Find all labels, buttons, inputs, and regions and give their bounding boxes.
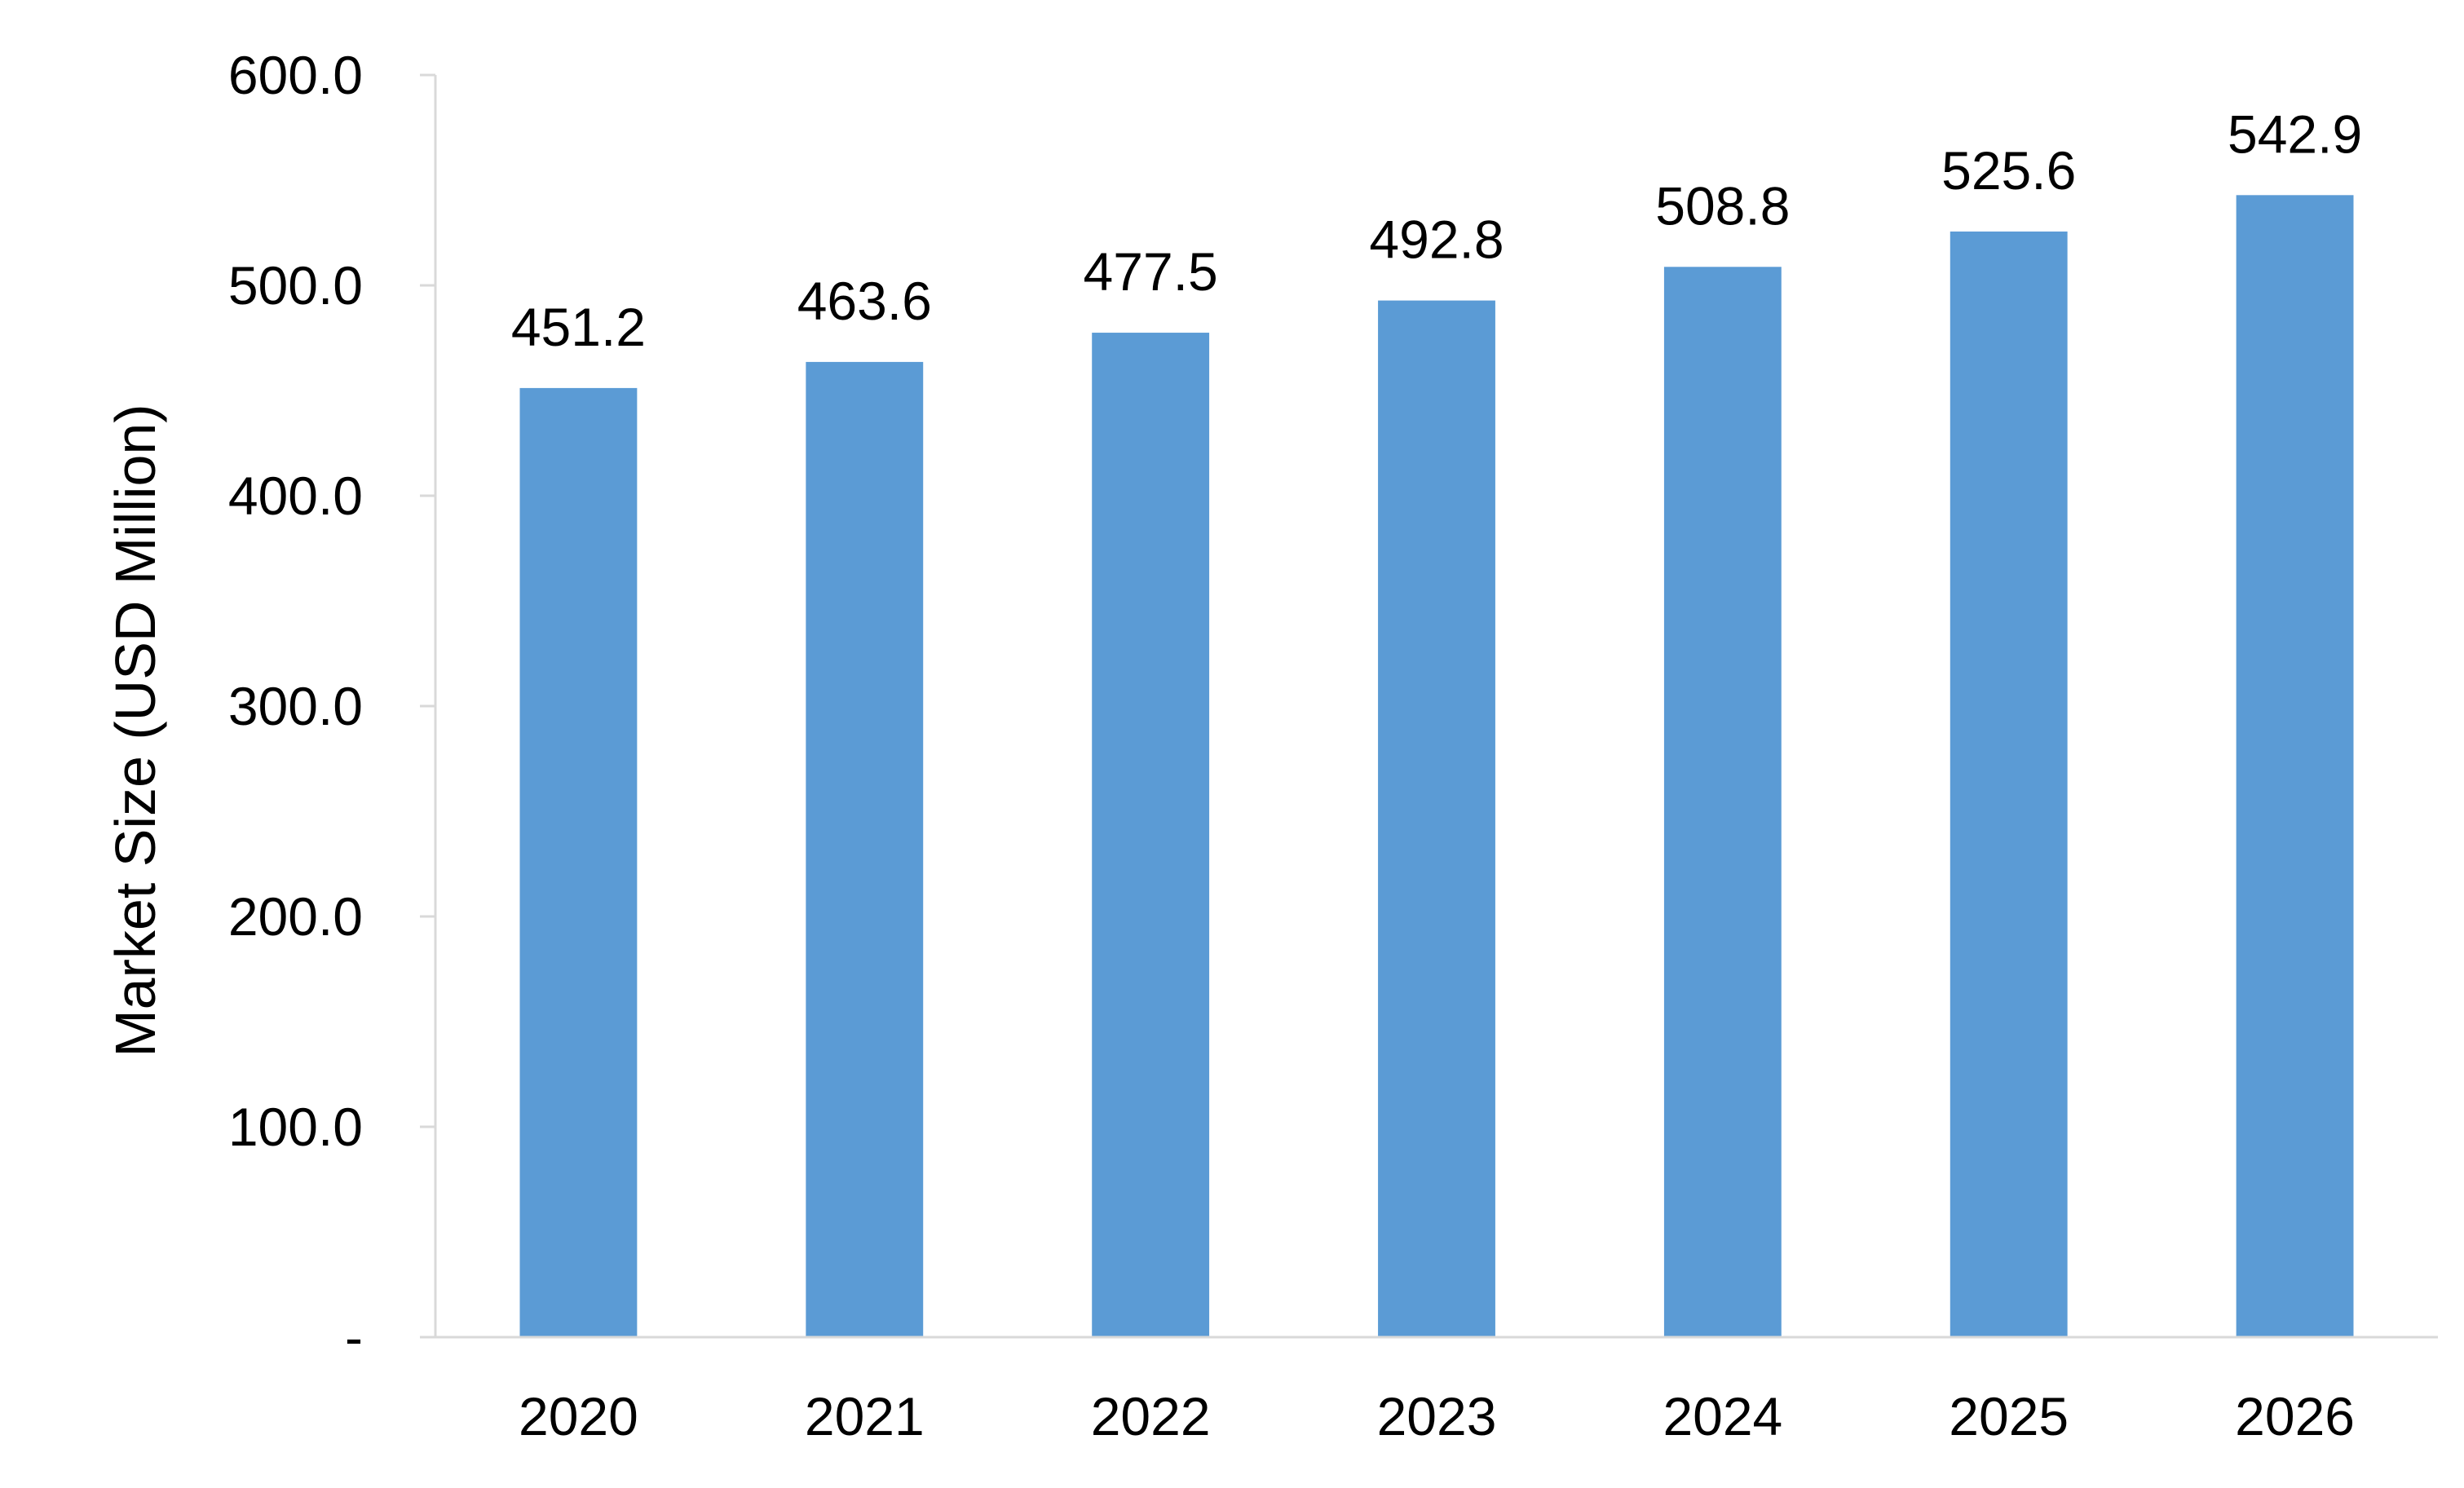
y-tick-label: 200.0 (228, 886, 363, 947)
bar-2024 (1663, 267, 1782, 1337)
x-tick-label-2021: 2021 (805, 1386, 925, 1446)
y-tick-label: 100.0 (228, 1097, 363, 1157)
bar-2021 (806, 361, 924, 1337)
bar-2025 (1950, 231, 2068, 1337)
data-label-2025: 525.6 (1941, 140, 2076, 201)
data-label-2024: 508.8 (1655, 175, 1790, 236)
x-tick-label-2020: 2020 (519, 1386, 638, 1446)
bars-group (519, 195, 2354, 1338)
y-tick-label: 600.0 (228, 45, 363, 105)
bar-2026 (2236, 195, 2354, 1337)
data-label-2023: 492.8 (1369, 210, 1504, 270)
y-tick-label: 400.0 (228, 466, 363, 526)
data-label-2026: 542.9 (2228, 104, 2362, 164)
y-axis-ticks: - 100.0 200.0 300.0 400.0 500.0 600.0 (228, 45, 435, 1367)
x-tick-label-2024: 2024 (1663, 1386, 1782, 1446)
data-label-2021: 463.6 (797, 271, 932, 331)
x-tick-label-2023: 2023 (1377, 1386, 1497, 1446)
x-axis-ticks: 2020 2021 2022 2023 2024 2025 2026 (519, 1386, 2355, 1446)
x-tick-label-2026: 2026 (2235, 1386, 2355, 1446)
bar-2022 (1092, 333, 1210, 1337)
y-axis-title: Market Size (USD Million) (104, 404, 167, 1057)
bar-2020 (519, 387, 638, 1337)
y-tick-label: 500.0 (228, 255, 363, 316)
data-label-2020: 451.2 (511, 297, 646, 357)
data-label-2022: 477.5 (1084, 241, 1218, 302)
data-labels-group: 451.2 463.6 477.5 492.8 508.8 525.6 542.9 (511, 104, 2362, 357)
y-tick-label: 300.0 (228, 676, 363, 736)
x-tick-label-2022: 2022 (1091, 1386, 1211, 1446)
bar-2023 (1378, 300, 1495, 1338)
y-tick-label: - (345, 1307, 363, 1367)
x-tick-label-2025: 2025 (1949, 1386, 2069, 1446)
